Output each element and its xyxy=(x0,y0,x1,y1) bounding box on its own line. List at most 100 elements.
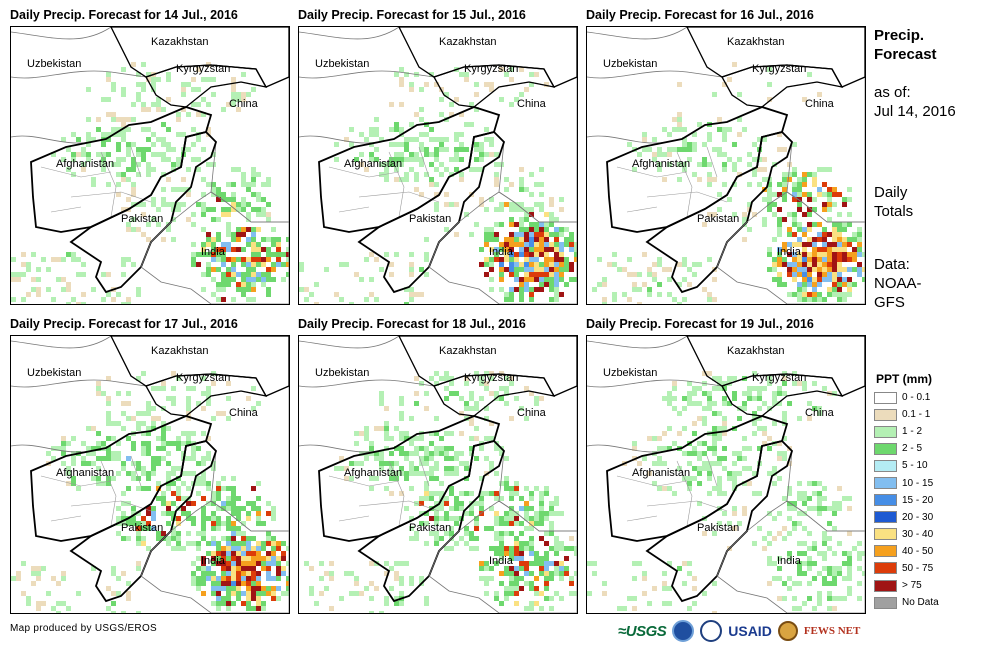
country-label-kyrgyzstan: Kyrgyzstan xyxy=(176,63,230,75)
country-label-china: China xyxy=(805,98,835,110)
country-label-pakistan: Pakistan xyxy=(697,522,739,534)
country-label-china: China xyxy=(517,98,547,110)
country-label-pakistan: Pakistan xyxy=(409,522,451,534)
country-label-kazakhstan: Kazakhstan xyxy=(439,345,496,357)
legend-swatch xyxy=(874,528,897,541)
legend-label: 30 - 40 xyxy=(902,528,934,540)
legend-heading-line2: Forecast xyxy=(874,46,937,63)
legend-swatch xyxy=(874,425,897,438)
country-label-afghanistan: Afghanistan xyxy=(56,158,114,170)
country-label-kazakhstan: Kazakhstan xyxy=(151,345,208,357)
country-label-kazakhstan: Kazakhstan xyxy=(727,345,784,357)
legend-item: 0 - 0.1 xyxy=(874,389,939,406)
country-label-afghanistan: Afghanistan xyxy=(56,467,114,479)
legend-label: 10 - 15 xyxy=(902,477,934,489)
country-label-india: India xyxy=(777,555,802,567)
panel-title: Daily Precip. Forecast for 18 Jul., 2016 xyxy=(298,317,526,331)
legend-item: 40 - 50 xyxy=(874,543,939,560)
country-label-kazakhstan: Kazakhstan xyxy=(439,36,496,48)
legend-item: 10 - 15 xyxy=(874,474,939,491)
country-label-uzbekistan: Uzbekistan xyxy=(27,58,81,70)
legend-swatch xyxy=(874,442,897,455)
legend-swatch xyxy=(874,579,897,592)
forecast-map: Kazakhstan Uzbekistan Kyrgyzstan China Afgha… xyxy=(587,336,865,613)
country-label-uzbekistan: Uzbekistan xyxy=(27,367,81,379)
panel-title: Daily Precip. Forecast for 14 Jul., 2016 xyxy=(10,8,238,22)
country-label-india: India xyxy=(777,246,802,258)
legend-item: 2 - 5 xyxy=(874,440,939,457)
daily-totals-line1: Daily xyxy=(874,184,908,201)
panel-title: Daily Precip. Forecast for 15 Jul., 2016 xyxy=(298,8,526,22)
fews-net-logo: FEWS NET xyxy=(803,625,861,637)
legend-swatch xyxy=(874,477,897,490)
legend-swatch xyxy=(874,596,897,609)
country-label-afghanistan: Afghanistan xyxy=(344,467,402,479)
country-label-kyrgyzstan: Kyrgyzstan xyxy=(176,372,230,384)
as-of-label: as of: xyxy=(874,84,911,101)
partner-logos: ≈USGS USAID FEWS NET xyxy=(618,617,860,645)
panel-title: Daily Precip. Forecast for 16 Jul., 2016 xyxy=(586,8,814,22)
legend-item: 50 - 75 xyxy=(874,560,939,577)
forecast-map: Kazakhstan Uzbekistan Kyrgyzstan China Afgha… xyxy=(587,27,865,304)
country-label-uzbekistan: Uzbekistan xyxy=(315,367,369,379)
legend-item: 20 - 30 xyxy=(874,509,939,526)
legend-item: 30 - 40 xyxy=(874,526,939,543)
legend-heading-line1: Precip. xyxy=(874,27,925,44)
country-label-kazakhstan: Kazakhstan xyxy=(151,36,208,48)
state-dept-seal-logo xyxy=(700,620,723,642)
country-label-uzbekistan: Uzbekistan xyxy=(315,58,369,70)
legend-swatch xyxy=(874,562,897,575)
legend-label: 1 - 2 xyxy=(902,426,923,438)
legend-title: PPT (mm) xyxy=(876,372,933,386)
data-source: Data: NOAA- GFS xyxy=(874,255,922,312)
legend-label: 15 - 20 xyxy=(902,494,934,506)
country-label-pakistan: Pakistan xyxy=(121,213,163,225)
country-label-uzbekistan: Uzbekistan xyxy=(603,58,657,70)
legend-item: 1 - 2 xyxy=(874,423,939,440)
legend-label: 50 - 75 xyxy=(902,562,934,574)
legend-label: 5 - 10 xyxy=(902,460,928,472)
legend-label: 0.1 - 1 xyxy=(902,409,931,421)
forecast-map: Kazakhstan Uzbekistan Kyrgyzstan China Afgha… xyxy=(11,27,289,304)
forecast-map-panel: Kazakhstan Uzbekistan Kyrgyzstan China Afgha… xyxy=(298,335,578,614)
precip-cells xyxy=(592,62,865,304)
country-label-china: China xyxy=(229,407,259,419)
legend-item: 0.1 - 1 xyxy=(874,406,939,423)
data-source-line2: NOAA- xyxy=(874,275,922,292)
panel-title: Daily Precip. Forecast for 17 Jul., 2016 xyxy=(10,317,238,331)
country-label-kyrgyzstan: Kyrgyzstan xyxy=(752,63,806,75)
legend-swatch xyxy=(874,511,897,524)
legend-label: 2 - 5 xyxy=(902,443,923,455)
country-label-india: India xyxy=(489,246,514,258)
forecast-map-panel: Kazakhstan Uzbekistan Kyrgyzstan China Afgha… xyxy=(586,335,866,614)
country-label-kyrgyzstan: Kyrgyzstan xyxy=(752,372,806,384)
legend-swatch xyxy=(874,391,897,404)
legend-heading: Precip. Forecast xyxy=(874,26,937,64)
legend-item: 15 - 20 xyxy=(874,492,939,509)
country-label-pakistan: Pakistan xyxy=(409,213,451,225)
country-label-afghanistan: Afghanistan xyxy=(632,467,690,479)
legend-label: No Data xyxy=(902,597,939,609)
forecast-map-panel: Kazakhstan Uzbekistan Kyrgyzstan China Afgha… xyxy=(10,26,290,305)
country-label-china: China xyxy=(517,407,547,419)
country-label-pakistan: Pakistan xyxy=(697,213,739,225)
country-label-kyrgyzstan: Kyrgyzstan xyxy=(464,372,518,384)
as-of-value: Jul 14, 2016 xyxy=(874,103,956,120)
precip-legend: 0 - 0.1 0.1 - 1 1 - 2 2 - 5 5 - 10 10 - 15 15 … xyxy=(874,389,939,611)
daily-totals-note: Daily Totals xyxy=(874,183,913,221)
legend-swatch xyxy=(874,459,897,472)
country-label-india: India xyxy=(489,555,514,567)
data-source-line1: Data: xyxy=(874,256,910,273)
country-label-india: India xyxy=(201,555,226,567)
country-label-afghanistan: Afghanistan xyxy=(344,158,402,170)
as-of-date: as of: Jul 14, 2016 xyxy=(874,83,956,121)
forecast-map-panel: Kazakhstan Uzbekistan Kyrgyzstan China Afgha… xyxy=(10,335,290,614)
country-label-kazakhstan: Kazakhstan xyxy=(727,36,784,48)
data-source-line3: GFS xyxy=(874,294,905,311)
legend-item: > 75 xyxy=(874,577,939,594)
legend-label: 40 - 50 xyxy=(902,545,934,557)
legend-item: No Data xyxy=(874,594,939,611)
country-label-china: China xyxy=(229,98,259,110)
noaa-logo xyxy=(672,620,695,642)
country-label-kyrgyzstan: Kyrgyzstan xyxy=(464,63,518,75)
